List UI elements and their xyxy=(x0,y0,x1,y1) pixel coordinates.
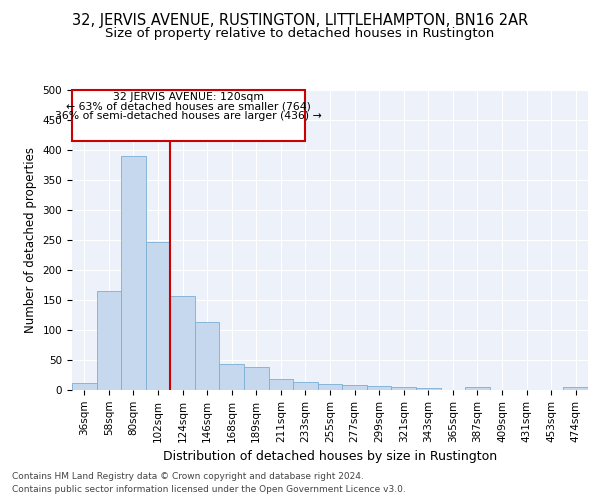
X-axis label: Distribution of detached houses by size in Rustington: Distribution of detached houses by size … xyxy=(163,450,497,463)
Bar xyxy=(367,386,391,390)
Bar xyxy=(146,242,170,390)
Text: 36% of semi-detached houses are larger (436) →: 36% of semi-detached houses are larger (… xyxy=(55,112,322,122)
Bar xyxy=(465,387,490,390)
Bar xyxy=(220,364,244,390)
Text: 32, JERVIS AVENUE, RUSTINGTON, LITTLEHAMPTON, BN16 2AR: 32, JERVIS AVENUE, RUSTINGTON, LITTLEHAM… xyxy=(72,12,528,28)
Bar xyxy=(391,387,416,390)
Bar xyxy=(563,387,588,390)
Text: Contains HM Land Registry data © Crown copyright and database right 2024.: Contains HM Land Registry data © Crown c… xyxy=(12,472,364,481)
Text: Size of property relative to detached houses in Rustington: Size of property relative to detached ho… xyxy=(106,28,494,40)
Text: Contains public sector information licensed under the Open Government Licence v3: Contains public sector information licen… xyxy=(12,485,406,494)
Bar xyxy=(244,366,269,390)
Bar xyxy=(195,322,220,390)
Bar xyxy=(97,291,121,390)
Bar xyxy=(170,296,195,390)
Bar xyxy=(293,382,318,390)
Bar xyxy=(121,156,146,390)
Text: ← 63% of detached houses are smaller (764): ← 63% of detached houses are smaller (76… xyxy=(66,102,311,112)
Y-axis label: Number of detached properties: Number of detached properties xyxy=(24,147,37,333)
Bar xyxy=(342,384,367,390)
Bar xyxy=(269,379,293,390)
Bar xyxy=(72,90,305,141)
Text: 32 JERVIS AVENUE: 120sqm: 32 JERVIS AVENUE: 120sqm xyxy=(113,92,264,102)
Bar xyxy=(318,384,342,390)
Bar xyxy=(416,388,440,390)
Bar xyxy=(72,383,97,390)
